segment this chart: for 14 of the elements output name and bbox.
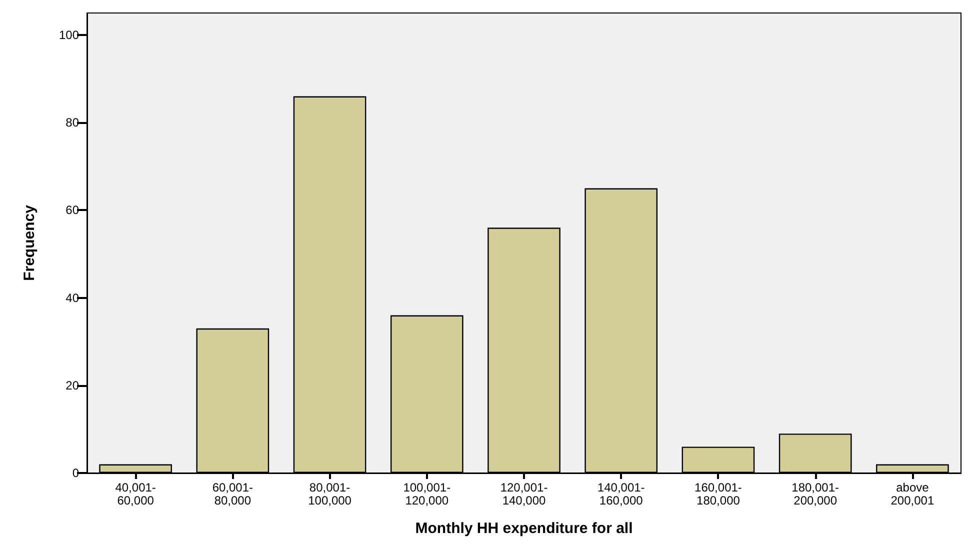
x-tick-label: 160,001- 180,000 bbox=[694, 480, 742, 508]
y-tick-label: 100 bbox=[58, 28, 80, 42]
x-axis-title: Monthly HH expenditure for all bbox=[415, 520, 633, 537]
x-tick-label: 140,001- 160,000 bbox=[597, 480, 645, 508]
x-tick-label: 60,001- 80,000 bbox=[212, 480, 254, 508]
x-tick-label: 100,001- 120,000 bbox=[403, 480, 451, 508]
y-tick-label: 80 bbox=[66, 116, 80, 130]
x-tick-label: above 200,001 bbox=[890, 480, 934, 508]
x-tick-label: 40,001- 60,000 bbox=[115, 480, 156, 508]
x-tick-label: 120,001- 140,000 bbox=[500, 480, 548, 508]
y-tick-label: 60 bbox=[66, 203, 80, 218]
y-axis-title: Frequency bbox=[21, 204, 38, 281]
x-tick-label: 80,001- 100,000 bbox=[308, 480, 352, 508]
x-tick-label: 180,001- 200,000 bbox=[792, 480, 840, 508]
